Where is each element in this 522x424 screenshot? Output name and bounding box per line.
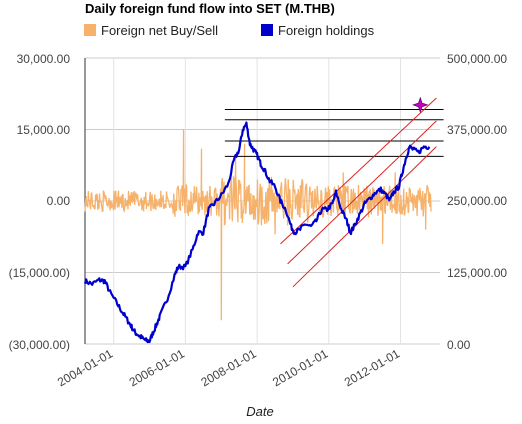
- legend-label-net: Foreign net Buy/Sell: [101, 23, 218, 38]
- legend-swatch-net: [84, 24, 96, 36]
- legend-swatch-holdings: [261, 24, 273, 36]
- x-tick-label: 2010-01-01: [270, 346, 330, 389]
- x-tick-label: 2004-01-01: [55, 346, 115, 389]
- x-axis-title: Date: [246, 404, 273, 419]
- right-tick-label: 375,000.00: [447, 123, 507, 137]
- x-tick-label: 2008-01-01: [198, 346, 258, 389]
- x-tick-label: 2006-01-01: [127, 346, 187, 389]
- left-tick-label: 30,000.00: [17, 52, 71, 66]
- left-tick-label: 15,000.00: [17, 123, 71, 137]
- right-tick-label: 0.00: [447, 338, 471, 352]
- plot-area: [83, 96, 444, 344]
- left-tick-label: (15,000.00): [9, 266, 70, 280]
- trend-channel-line: [287, 120, 437, 265]
- trend-channel-line: [280, 97, 437, 245]
- right-axis: 500,000.00 375,000.00 250,000.00 125,000…: [447, 52, 507, 352]
- left-tick-label: (30,000.00): [9, 338, 70, 352]
- right-tick-label: 250,000.00: [447, 194, 507, 208]
- legend-label-holdings: Foreign holdings: [278, 23, 375, 38]
- chart-title: Daily foreign fund flow into SET (M.THB): [85, 1, 335, 16]
- series-line-foreign-holdings: [83, 121, 431, 344]
- x-tick-label: 2012-01-01: [342, 346, 402, 389]
- left-axis: 30,000.00 15,000.00 0.00 (15,000.00) (30…: [9, 52, 71, 352]
- x-axis: 2004-01-01 2006-01-01 2008-01-01 2010-01-01…: [55, 346, 402, 389]
- left-tick-label: 0.00: [47, 194, 71, 208]
- marker-star: [412, 96, 429, 114]
- series-line-net-buy-sell: [84, 129, 432, 321]
- right-tick-label: 500,000.00: [447, 52, 507, 66]
- trend-channel-line: [292, 146, 437, 288]
- right-tick-label: 125,000.00: [447, 266, 507, 280]
- legend: Foreign net Buy/Sell Foreign holdings: [84, 23, 375, 38]
